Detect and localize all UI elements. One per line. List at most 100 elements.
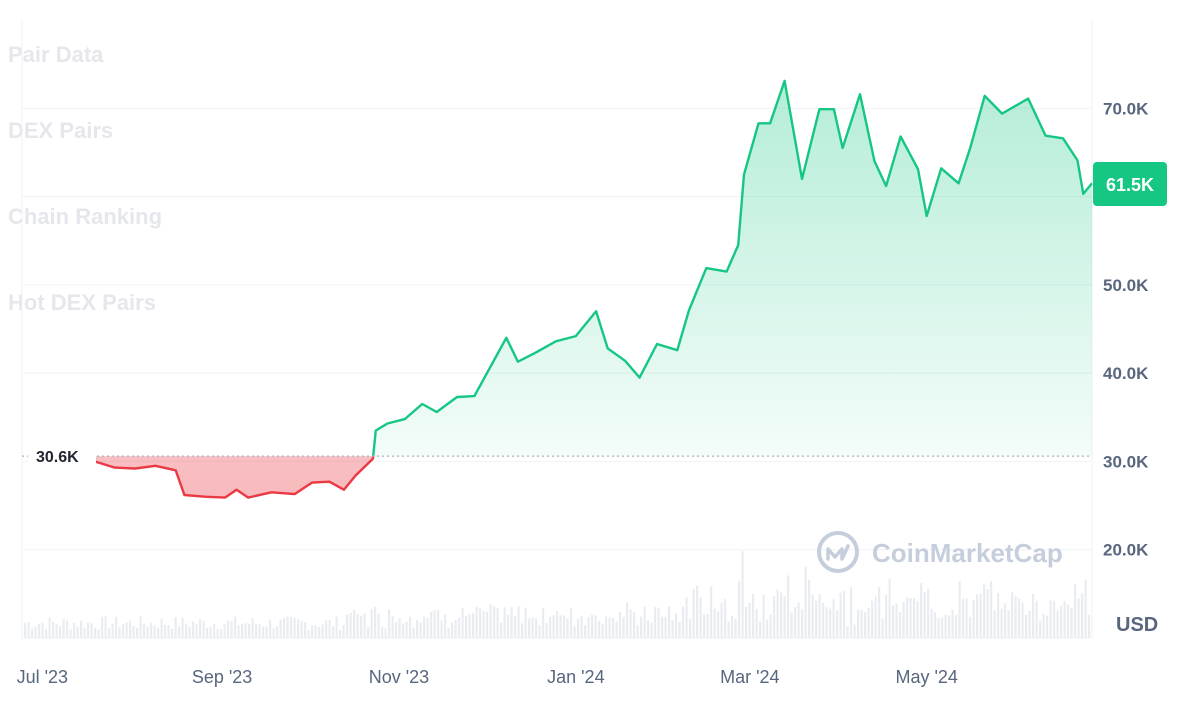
volume-bar [479, 608, 482, 638]
x-tick-label: May '24 [895, 667, 957, 687]
volume-bar [412, 627, 415, 638]
volume-bar [724, 599, 727, 638]
volume-bar [409, 616, 412, 638]
volume-bar [244, 623, 247, 638]
volume-bar [90, 623, 93, 638]
y-tick-label: 50.0K [1103, 276, 1149, 295]
volume-bar [1053, 600, 1056, 638]
volume-bar [1004, 603, 1007, 638]
watermark-text: CoinMarketCap [872, 538, 1063, 568]
volume-bar [80, 620, 83, 638]
volume-bar [895, 603, 898, 638]
volume-bar [1088, 614, 1091, 638]
volume-bar [944, 614, 947, 638]
watermark: CoinMarketCap [817, 531, 1063, 573]
volume-bar [1000, 608, 1003, 638]
volume-bar [1039, 620, 1042, 638]
volume-bar [559, 615, 562, 638]
current-price-badge: 61.5K [1093, 162, 1167, 206]
volume-bar [461, 607, 464, 638]
volume-bar [741, 551, 744, 638]
volume-bar [864, 612, 867, 638]
volume-bar [734, 618, 737, 638]
volume-bar [293, 617, 296, 638]
volume-bar [860, 610, 863, 638]
volume-bar [73, 623, 76, 638]
volume-bar [237, 625, 240, 638]
volume-bar [122, 624, 125, 638]
volume-bar [1067, 604, 1070, 638]
volume-bar [661, 616, 664, 638]
volume-bar [619, 611, 622, 638]
baseline: 30.6K [22, 443, 1092, 470]
volume-bar [230, 620, 233, 638]
volume-bar [717, 611, 720, 638]
volume-bar [146, 626, 149, 638]
volume-bar [297, 619, 300, 638]
volume-bar [654, 607, 657, 638]
volume-bar [549, 616, 552, 638]
volume-bar [255, 623, 258, 638]
volume-bar [867, 608, 870, 638]
x-axis: Jul '23 Sep '23 Nov '23 Jan '24 Mar '24 May '… [17, 667, 958, 687]
volume-bar [111, 623, 114, 638]
volume-bar [55, 624, 58, 638]
volume-bar [318, 626, 321, 638]
volume-bar [384, 628, 387, 638]
volume-bar [101, 616, 104, 638]
current-price-label: 61.5K [1106, 175, 1154, 195]
volume-bar [181, 617, 184, 638]
volume-bar [885, 594, 888, 638]
y-axis: 20.0K 30.0K 40.0K 50.0K 70.0K [1103, 99, 1149, 559]
volume-bar [475, 606, 478, 638]
x-tick-label: Jul '23 [17, 667, 68, 687]
volume-bar [279, 619, 282, 638]
volume-bar [143, 623, 146, 638]
area-below-baseline [53, 456, 374, 498]
volume-bar [258, 623, 261, 638]
volume-bar [38, 623, 41, 638]
volume-bar [542, 608, 545, 638]
volume-bar [780, 592, 783, 638]
baseline-label: 30.6K [36, 449, 79, 466]
volume-bar [703, 614, 706, 638]
volume-bar [920, 583, 923, 638]
volume-bar [1007, 610, 1010, 638]
volume-bar [223, 624, 226, 638]
volume-bar [454, 619, 457, 638]
volume-bar [727, 621, 730, 638]
volume-bar [696, 585, 699, 638]
volume-bar [489, 604, 492, 638]
volume-bar [206, 628, 209, 638]
volume-bar [328, 619, 331, 638]
volume-bar [671, 619, 674, 638]
volume-bar [762, 595, 765, 638]
volume-bar [853, 624, 856, 638]
volume-bar [377, 613, 380, 638]
volume-bar [955, 615, 958, 638]
volume-bar [220, 629, 223, 638]
volume-bars [24, 551, 1091, 638]
volume-bar [811, 594, 814, 638]
volume-bar [612, 618, 615, 638]
volume-bar [818, 593, 821, 638]
volume-bar [766, 619, 769, 638]
x-tick-label: Sep '23 [192, 667, 253, 687]
volume-bar [682, 606, 685, 638]
volume-bar [153, 625, 156, 638]
volume-bar [790, 612, 793, 638]
volume-bar [923, 591, 926, 638]
volume-bar [510, 606, 513, 638]
volume-bar [241, 623, 244, 638]
volume-bar [1018, 598, 1021, 638]
volume-bar [528, 618, 531, 638]
x-tick-label: Mar '24 [720, 667, 779, 687]
volume-bar [937, 617, 940, 638]
volume-bar [125, 622, 128, 638]
volume-bar [594, 615, 597, 638]
volume-bar [157, 627, 160, 638]
volume-bar [941, 617, 944, 638]
volume-bar [657, 607, 660, 638]
volume-bar [843, 591, 846, 638]
